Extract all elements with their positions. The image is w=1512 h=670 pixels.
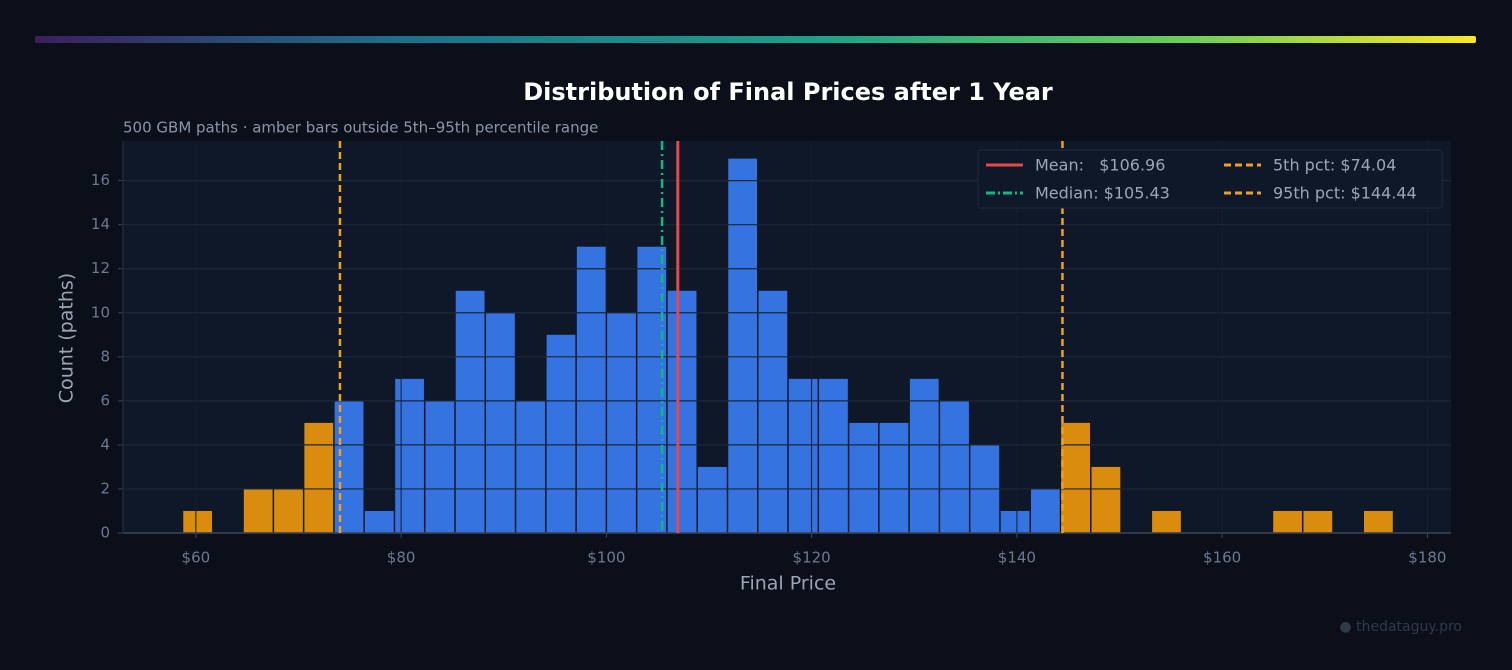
y-tick-label: 6 [100,391,110,409]
bar [1273,510,1302,533]
legend-label: Median: $105.43 [1035,184,1170,203]
bar [728,158,758,533]
bar [1152,510,1181,533]
bar [667,290,697,533]
bar [1030,488,1060,533]
bar [516,400,546,533]
bar [697,466,727,533]
bar [304,422,334,533]
bar [364,510,394,533]
y-tick-label: 14 [91,215,110,233]
bar [546,334,576,533]
legend-label: 5th pct: $74.04 [1273,156,1396,175]
bar [607,312,636,533]
x-tick-label: $160 [1203,549,1241,567]
y-tick-label: 4 [100,435,110,453]
bar [455,290,485,533]
bar [274,488,303,533]
accent-bar [35,36,1476,43]
x-tick-label: $100 [587,549,625,567]
bar [1061,422,1091,533]
y-tick-label: 12 [91,259,110,277]
bar [183,510,213,533]
bar [1364,510,1393,533]
bar [395,378,424,533]
x-tick-label: $180 [1408,549,1446,567]
legend-label: 95th pct: $144.44 [1273,184,1417,203]
y-tick-label: 2 [100,479,110,497]
bar [909,378,939,533]
chart-subtitle: 500 GBM paths · amber bars outside 5th–9… [123,119,598,137]
x-tick-label: $140 [998,549,1036,567]
legend-box [977,149,1443,209]
bar [940,400,969,533]
bar [788,378,818,533]
x-axis-label: Final Price [740,573,836,595]
y-tick-label: 0 [100,524,110,542]
x-tick-label: $60 [182,549,211,567]
bar [425,400,455,533]
bar [1091,466,1121,533]
bar [849,422,879,533]
bar [879,422,909,533]
y-tick-label: 8 [100,347,110,365]
bar [576,246,606,533]
bar [486,312,515,533]
y-tick-label: 16 [91,171,110,189]
watermark: ● thedataguy.pro [1339,619,1462,635]
legend-label: Mean: $106.96 [1035,156,1165,175]
bar [1000,510,1030,533]
bar [1303,510,1333,533]
bar [819,378,848,533]
x-tick-label: $120 [793,549,831,567]
y-tick-label: 10 [91,303,110,321]
bar [758,290,788,533]
x-tick-label: $80 [387,549,416,567]
bar [243,488,273,533]
y-axis-label: Count (paths) [56,273,78,403]
chart-title: Distribution of Final Prices after 1 Yea… [523,78,1053,106]
